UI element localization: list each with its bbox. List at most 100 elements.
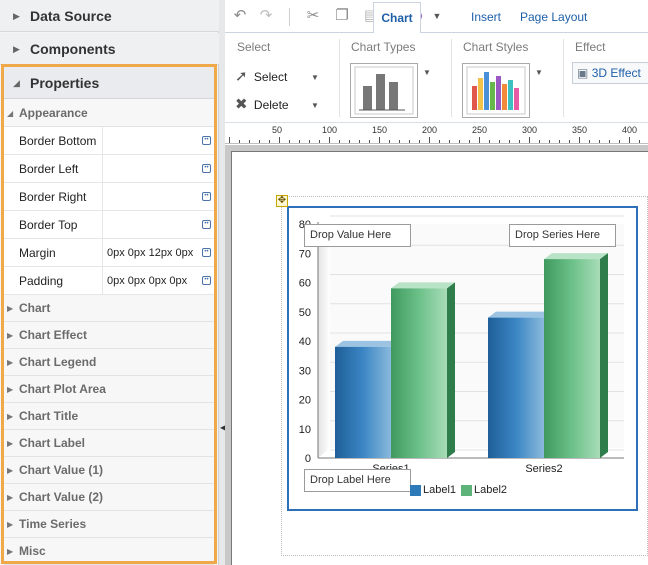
property-label: Padding xyxy=(19,274,64,288)
chevron-down-icon[interactable]: ▼ xyxy=(311,73,319,82)
tab-page-layout[interactable]: Page Layout xyxy=(520,10,588,24)
3d-effect-button[interactable]: ▣ 3D Effect xyxy=(572,62,648,84)
category-label: Chart xyxy=(19,301,51,315)
property-label: Border Right xyxy=(19,190,87,204)
chart-type-gallery[interactable] xyxy=(350,63,418,118)
ruler-tick xyxy=(549,140,550,143)
ruler-tick xyxy=(299,140,300,143)
select-button[interactable]: ➚ Select xyxy=(235,67,287,85)
property-value[interactable] xyxy=(102,127,214,155)
ruler-tick xyxy=(619,140,620,143)
bar-label2-series2 xyxy=(544,259,600,458)
ruler-tick xyxy=(339,140,340,143)
property-row[interactable]: Border Left •• xyxy=(4,155,214,183)
edit-icon[interactable]: •• xyxy=(202,164,211,173)
edit-icon[interactable]: •• xyxy=(202,248,211,257)
components-header[interactable]: ▶ Components xyxy=(0,33,219,65)
copy-icon[interactable]: ❐ xyxy=(335,7,349,24)
ruler-tick xyxy=(309,140,310,143)
property-category[interactable]: ▶ Chart Plot Area xyxy=(4,376,214,403)
ruler-tick xyxy=(579,137,580,143)
collapse-arrow-icon[interactable]: ◀ xyxy=(220,423,227,432)
tab-insert[interactable]: Insert xyxy=(471,10,502,24)
ruler-tick xyxy=(629,137,630,143)
edit-icon[interactable]: •• xyxy=(202,276,211,285)
ruler-number: 100 xyxy=(322,125,338,135)
y-tick-label: 50 xyxy=(299,307,311,319)
property-category[interactable]: ▶ Chart Title xyxy=(4,403,214,430)
property-category[interactable]: ▶ Misc xyxy=(4,538,214,565)
property-category[interactable]: ▶ Chart xyxy=(4,295,214,322)
ruler-tick xyxy=(499,140,500,143)
move-handle-icon[interactable]: ✥ xyxy=(276,195,288,207)
edit-icon[interactable]: •• xyxy=(202,192,211,201)
delete-button[interactable]: ✖ Delete xyxy=(235,95,289,113)
ruler-tick xyxy=(269,140,270,143)
property-category[interactable]: ▶ Time Series xyxy=(4,511,214,538)
property-category[interactable]: ▶ Chart Legend xyxy=(4,349,214,376)
drop-series-zone[interactable]: Drop Series Here xyxy=(509,224,616,247)
property-value[interactable]: 0px 0px 0px 0px xyxy=(102,267,214,295)
chevron-down-icon[interactable]: ▼ xyxy=(311,101,319,110)
drop-value-zone[interactable]: Drop Value Here xyxy=(304,224,411,247)
panel-splitter[interactable]: ◀ xyxy=(219,0,227,565)
select-label: Select xyxy=(253,70,288,84)
expand-icon: ▶ xyxy=(7,466,14,475)
undo-icon[interactable]: ↶ xyxy=(233,7,247,24)
ruler-tick xyxy=(289,140,290,143)
ruler-tick xyxy=(229,137,230,143)
property-category[interactable]: ▶ Chart Label xyxy=(4,430,214,457)
category-appearance[interactable]: ◢ Appearance xyxy=(4,100,214,127)
edit-icon[interactable]: •• xyxy=(202,136,211,145)
chevron-down-icon[interactable]: ▼ xyxy=(535,68,543,77)
bar-label2-series1 xyxy=(391,288,447,458)
property-row[interactable]: Border Top •• xyxy=(4,211,214,239)
data-source-header[interactable]: ▶ Data Source xyxy=(0,0,219,32)
expand-icon: ▶ xyxy=(13,44,20,54)
ruler-number: 50 xyxy=(272,125,283,135)
ruler-tick xyxy=(469,140,470,143)
horizontal-ruler: 50 100 150 200 250 300 350 400 xyxy=(225,124,648,144)
property-row[interactable]: Border Bottom •• xyxy=(4,127,214,155)
property-row[interactable]: Border Right •• xyxy=(4,183,214,211)
property-value[interactable] xyxy=(102,211,214,239)
ruler-tick xyxy=(539,140,540,143)
chevron-down-icon[interactable]: ▼ xyxy=(423,68,431,77)
property-value[interactable]: 0px 0px 12px 0px xyxy=(102,239,214,267)
properties-header[interactable]: ◢ Properties xyxy=(4,67,214,99)
toolbar-separator xyxy=(289,8,290,26)
edit-icon[interactable]: •• xyxy=(202,220,211,229)
property-category[interactable]: ▶ Chart Value (1) xyxy=(4,457,214,484)
property-value[interactable] xyxy=(102,183,214,211)
category-label: Chart Plot Area xyxy=(19,382,106,396)
y-tick-label: 70 xyxy=(299,248,311,260)
chart-style-gallery[interactable] xyxy=(462,63,530,118)
property-value[interactable] xyxy=(102,155,214,183)
ruler-tick xyxy=(479,137,480,143)
redo-icon[interactable]: ↷ xyxy=(259,7,273,24)
chevron-down-icon[interactable]: ▼ xyxy=(432,11,442,21)
y-tick-label: 0 xyxy=(305,453,311,465)
chart-styles-title: Chart Styles xyxy=(463,40,529,54)
cut-icon[interactable]: ✂ xyxy=(306,7,320,24)
collapse-icon: ◢ xyxy=(7,109,14,118)
ruler-number: 350 xyxy=(572,125,588,135)
drop-label-zone[interactable]: Drop Label Here xyxy=(304,469,411,492)
ruler-tick xyxy=(379,137,380,143)
ruler-tick xyxy=(399,140,400,143)
tab-chart[interactable]: Chart xyxy=(373,2,421,34)
ruler-tick xyxy=(419,140,420,143)
y-tick-label: 60 xyxy=(299,278,311,290)
legend-label1: Label1 xyxy=(423,484,457,496)
ruler-number: 400 xyxy=(622,125,638,135)
expand-icon: ▶ xyxy=(7,331,14,340)
ruler-tick xyxy=(259,140,260,143)
legend-swatch-label2 xyxy=(461,485,472,496)
property-category[interactable]: ▶ Chart Value (2) xyxy=(4,484,214,511)
property-row[interactable]: Padding 0px 0px 0px 0px •• xyxy=(4,267,214,295)
property-category[interactable]: ▶ Chart Effect xyxy=(4,322,214,349)
ruler-tick xyxy=(599,140,600,143)
category-label: Chart Label xyxy=(19,436,86,450)
property-row[interactable]: Margin 0px 0px 12px 0px •• xyxy=(4,239,214,267)
ruler-tick xyxy=(389,140,390,143)
